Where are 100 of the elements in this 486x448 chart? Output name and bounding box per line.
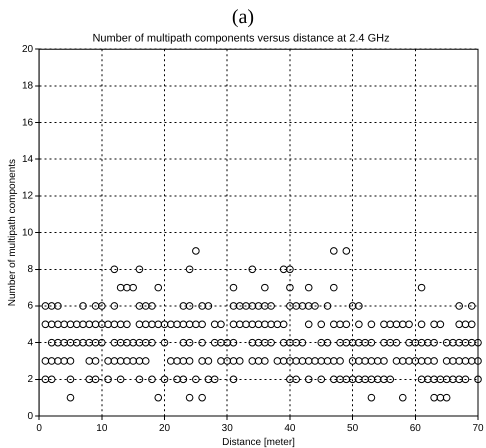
point: [186, 302, 194, 310]
point: [455, 338, 463, 346]
point: [186, 265, 194, 274]
point: [136, 338, 144, 346]
chart-title: Number of multipath components versus distance at 2.4 GHz: [92, 32, 390, 45]
point: [398, 357, 407, 365]
point: [330, 247, 338, 255]
point: [180, 376, 188, 384]
point: [468, 302, 476, 310]
point: [380, 376, 388, 384]
y-tick-label: 10: [22, 227, 34, 238]
point: [123, 320, 131, 328]
point: [54, 338, 62, 346]
point: [104, 376, 112, 384]
point: [42, 357, 50, 365]
point: [148, 320, 156, 328]
point: [380, 357, 388, 365]
point: [54, 302, 62, 310]
point: [72, 338, 81, 346]
point: [210, 320, 218, 328]
point: [116, 338, 124, 346]
point: [173, 376, 181, 384]
x-tick-label: 70: [472, 422, 484, 434]
x-tick-label: 50: [347, 422, 359, 434]
point: [298, 357, 306, 365]
point: [248, 302, 256, 310]
point: [311, 357, 319, 365]
x-tick-label: 0: [36, 422, 42, 434]
point: [198, 320, 206, 328]
point: [424, 357, 432, 365]
point: [292, 357, 300, 365]
point: [348, 302, 356, 310]
point: [355, 357, 363, 365]
point: [223, 357, 232, 365]
point: [148, 376, 156, 384]
point: [236, 357, 244, 365]
point: [173, 320, 181, 328]
point: [123, 338, 131, 346]
point: [286, 265, 294, 274]
point: [142, 338, 150, 346]
point: [116, 376, 124, 384]
point: [248, 338, 256, 346]
point: [230, 357, 238, 365]
point: [66, 338, 74, 346]
point: [405, 320, 413, 328]
point: [324, 302, 332, 310]
point: [304, 284, 313, 292]
point: [474, 357, 482, 365]
point: [136, 320, 144, 328]
point: [280, 338, 288, 346]
point: [442, 394, 450, 402]
point: [380, 320, 388, 328]
point: [292, 338, 300, 346]
point: [142, 320, 150, 328]
point: [142, 302, 150, 310]
point: [368, 357, 376, 365]
point: [160, 320, 168, 328]
point: [261, 302, 269, 310]
point: [142, 357, 150, 365]
point: [123, 357, 131, 365]
y-tick-label: 4: [28, 337, 34, 348]
point: [66, 376, 74, 384]
point: [267, 302, 275, 310]
point: [342, 320, 350, 328]
point: [298, 302, 306, 310]
point: [160, 376, 168, 384]
point: [342, 376, 350, 384]
point: [230, 320, 238, 328]
point: [180, 338, 188, 346]
point: [267, 320, 275, 328]
point: [324, 357, 332, 365]
point: [154, 320, 162, 328]
point: [48, 357, 56, 365]
point: [129, 357, 137, 365]
point: [361, 376, 369, 384]
point: [348, 357, 356, 365]
point: [392, 320, 400, 328]
point: [286, 302, 294, 310]
point: [254, 338, 262, 346]
point: [242, 302, 250, 310]
point: [48, 320, 56, 328]
point: [449, 338, 457, 346]
point: [462, 376, 470, 384]
x-tick-label: 20: [158, 422, 171, 434]
point: [92, 302, 100, 310]
point: [412, 338, 420, 346]
y-axis-title: Number of multipath components: [6, 158, 18, 306]
point: [136, 302, 144, 310]
point: [474, 338, 482, 346]
point: [98, 338, 106, 346]
point: [198, 394, 206, 402]
point: [468, 338, 476, 346]
point: [261, 284, 269, 292]
point: [104, 357, 112, 365]
point: [317, 320, 326, 328]
point: [192, 247, 200, 255]
point: [455, 357, 463, 365]
point: [116, 320, 124, 328]
point: [436, 376, 444, 384]
point: [148, 302, 156, 310]
